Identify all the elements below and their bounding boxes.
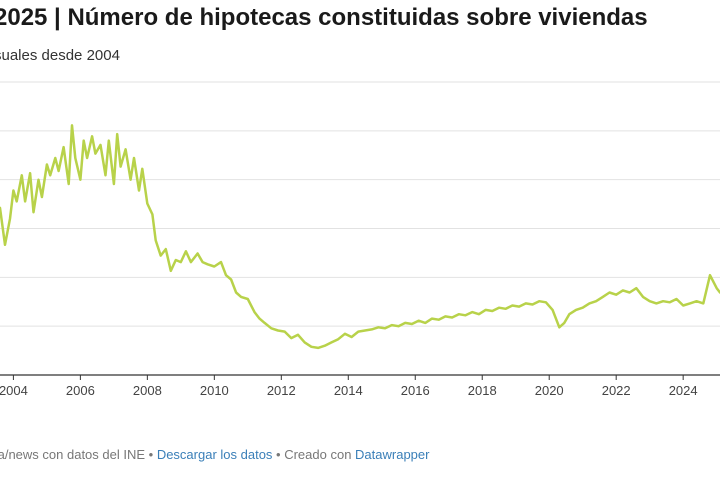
chart-subtitle: suales desde 2004 (0, 47, 120, 64)
x-axis: 2004 2006 2008 2010 2012 2014 2016 2018 2020 2022… (0, 374, 720, 398)
chart-title: 2025 | Número de hipotecas constituidas … (0, 4, 648, 31)
x-tick-label-2008: 2008 (133, 383, 162, 398)
series-line-0 (0, 124, 720, 350)
x-tick-label-2016: 2016 (401, 383, 430, 398)
source-text: ta/news con datos del INE (0, 447, 146, 462)
x-tick-label-2020: 2020 (535, 383, 564, 398)
gridlines (0, 81, 720, 327)
x-tick-label-2006: 2006 (66, 383, 95, 398)
x-tick-label-2004: 2004 (0, 383, 28, 398)
x-tick-label-2018: 2018 (468, 383, 497, 398)
datawrapper-link[interactable]: Datawrapper (355, 447, 430, 462)
x-tick-label-2010: 2010 (200, 383, 229, 398)
separator: • (145, 447, 157, 462)
series-layer (0, 124, 720, 350)
x-tick-label-2012: 2012 (267, 383, 296, 398)
line-chart: 2004 2006 2008 2010 2012 2014 2016 2018 2020 2022… (0, 81, 720, 398)
download-data-link[interactable]: Descargar los datos (156, 447, 273, 462)
x-tick-label-2014: 2014 (334, 383, 363, 398)
created-with-text: • Creado con (272, 447, 356, 462)
chart-footer: ta/news con datos del INE • Descargar lo… (0, 447, 429, 462)
x-tick-label-2024: 2024 (669, 383, 698, 398)
x-tick-label-2022: 2022 (602, 383, 631, 398)
